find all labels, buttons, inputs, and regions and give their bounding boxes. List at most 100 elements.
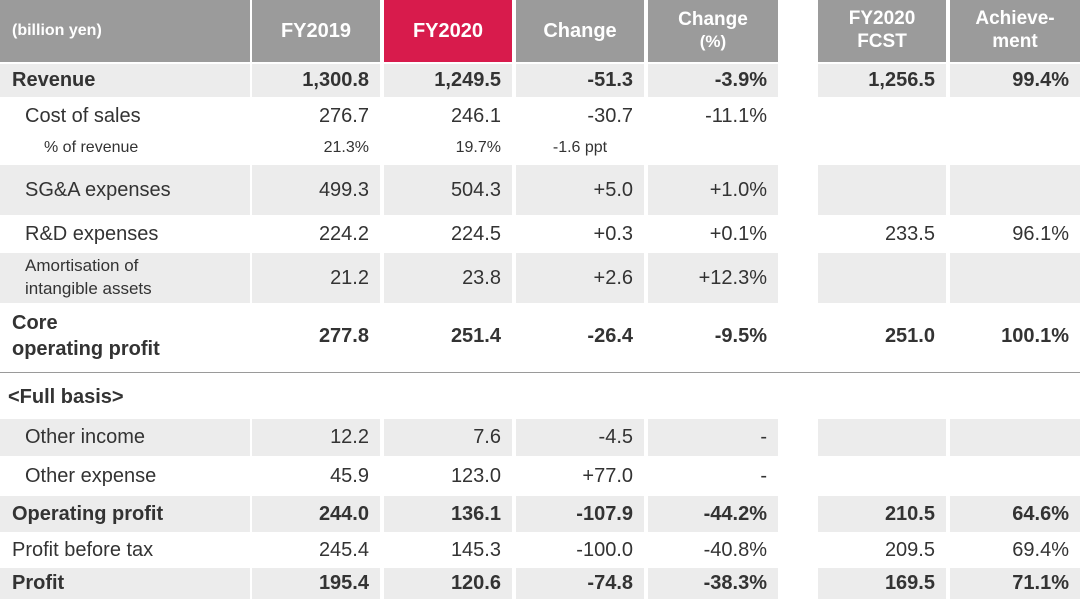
row-shade [516,253,644,303]
cell-revenue-achievement: 99.4% [1012,69,1069,91]
row-label-revenue: Revenue [12,69,96,91]
section-full-basis-label: <Full basis> [8,385,124,408]
row-label-amortisation: Amortisation of intangible assets [25,253,250,303]
cell-pbt-fy2019: 245.4 [318,538,369,561]
row-label-sga: SG&A expenses [25,178,171,201]
row-label-line-1: Core [12,312,58,334]
row-shade [950,165,1080,215]
cell-revenue-change: -51.3 [587,69,633,91]
cell-pbt-change: -100.0 [576,538,633,561]
row-label-line-2: intangible assets [25,279,152,298]
cell-sga-fy2019: 499.3 [318,178,369,201]
row-shade [252,568,380,599]
row-label-line-1: Amortisation of [25,256,139,276]
cell-pbt-fy2020: 145.3 [450,538,501,561]
cell-other-expense-change: +77.0 [582,464,633,487]
row-label-core-op: Core operating profit [12,305,250,367]
row-label-cost-of-sales: Cost of sales [25,105,141,127]
cell-amortisation-fcst [818,253,946,303]
row-shade [818,165,946,215]
header-fy2020-fcst-line-1: FY2020 [848,8,916,30]
row-shade [516,568,644,599]
cell-amortisation-fy2020: 23.8 [462,266,501,289]
row-shade [516,496,644,532]
row-shade [516,165,644,215]
cell-rnd-change: +0.3 [593,222,633,245]
row-label-rnd: R&D expenses [25,222,159,245]
cell-cost-of-sales-change-pct: -11.1% [705,105,767,127]
row-shade [950,568,1080,599]
row-shade [252,165,380,215]
cell-profit-fy2020: 120.6 [450,572,501,594]
cell-pct-revenue-change: -1.6 ppt [552,139,608,156]
header-fy2019: FY2019 [252,0,380,62]
row-shade [648,568,778,599]
row-label-core-op-text: Core operating profit [12,310,160,362]
row-shade [648,496,778,532]
header-change-pct-line-1: Change [678,9,748,31]
cell-sga-fy2020: 504.3 [450,178,501,201]
header-change-pct-line-2: (%) [699,32,727,52]
header-fy2019-text: FY2019 [281,19,351,43]
row-shade [950,496,1080,532]
row-label-other-income: Other income [25,426,146,448]
row-shade [0,496,250,532]
cell-other-expense-change-pct: - [760,464,767,487]
cell-sga-change: +5.0 [593,178,633,201]
cell-rnd-fcst: 233.5 [884,222,935,245]
row-shade [252,64,380,97]
cell-sga-change-pct: +1.0% [709,178,767,201]
row-label-operating-profit: Operating profit [12,502,164,525]
cell-pct-revenue-fy2019: 21.3% [323,139,369,156]
cell-pct-revenue-achievement [950,134,1080,162]
header-achievement: Achieve-ment [950,0,1080,62]
header-fy2020-text: FY2020 [413,19,483,43]
section-divider [0,372,1080,373]
cell-other-expense-achievement [950,458,1080,494]
row-label-pct-revenue: % of revenue [44,139,139,156]
cell-sga-achievement [950,165,1080,215]
cell-other-income-change: -4.5 [598,426,633,448]
row-shade [0,165,250,215]
cell-pbt-achievement: 69.4% [1012,538,1069,561]
header-unit-line-1: (billion yen) [12,22,102,40]
cell-other-expense-fy2019: 45.9 [330,464,369,487]
cell-core-op-fcst: 251.0 [884,324,935,347]
row-shade [384,253,512,303]
header-achievement-line-1: Achieve- [975,8,1055,30]
cell-other-expense-fcst [818,458,946,494]
cell-rnd-achievement: 96.1% [1012,222,1069,245]
cell-revenue-fy2020: 1,249.5 [434,69,501,91]
cell-profit-change: -74.8 [587,572,633,594]
row-shade [516,419,644,456]
cell-amortisation-change-pct: +12.3% [698,266,767,289]
row-shade [818,496,946,532]
header-fy2020-fcst-line-2: FCST [857,31,907,52]
cell-other-income-fcst [818,419,946,456]
cell-operating-profit-fcst: 210.5 [884,502,935,525]
cell-other-expense-fy2020: 123.0 [450,464,501,487]
header-fy2020: FY2020 [384,0,512,62]
header-unit: (billion yen) [0,0,250,62]
cell-sga-fcst [818,165,946,215]
row-shade [648,419,778,456]
header-change-pct-text: Change (%) [678,9,748,52]
cell-pbt-change-pct: -40.8% [703,538,767,561]
cell-operating-profit-change: -107.9 [576,502,633,525]
row-shade [252,253,380,303]
cell-other-income-achievement [950,419,1080,456]
row-shade [384,165,512,215]
cell-amortisation-fy2019: 21.2 [330,266,369,289]
header-fy2019-line-1: FY2019 [280,20,352,42]
cell-pct-revenue-change-pct [648,134,778,162]
row-shade [0,568,250,599]
cell-revenue-change-pct: -3.9% [714,69,767,91]
row-shade [648,64,778,97]
row-label-amortisation-text: Amortisation of intangible assets [25,255,152,301]
row-shade [516,64,644,97]
header-change-pct: Change (%) [648,0,778,62]
cell-pct-revenue-fcst [818,134,946,162]
cell-operating-profit-achievement: 64.6% [1012,502,1069,525]
cell-profit-fy2019: 195.4 [318,572,369,594]
cell-core-op-fy2020: 251.4 [450,324,501,347]
